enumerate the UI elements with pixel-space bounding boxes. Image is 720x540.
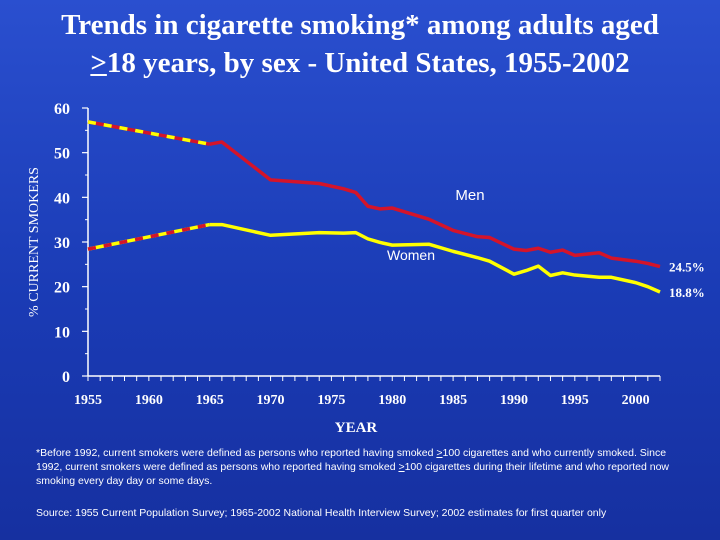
y-axis-title: % CURRENT SMOKERS: [27, 167, 42, 317]
chart-title: Trends in cigarette smoking* among adult…: [0, 6, 720, 82]
men-series-label: Men: [455, 187, 484, 204]
title-line-2: >18 years, by sex - United States, 1955-…: [0, 44, 720, 82]
x-tick-label: 1960: [135, 393, 163, 408]
footnote-part-1: *Before 1992, current smokers were defin…: [36, 447, 437, 459]
women-end-value-label: 18.8%: [669, 285, 705, 300]
women-series-line: [209, 222, 661, 294]
title-line-2-text: 18 years, by sex - United States, 1955-2…: [106, 47, 630, 79]
y-tick-label: 30: [54, 235, 70, 252]
men-series-line: [209, 140, 661, 269]
y-tick-label: 0: [62, 369, 70, 386]
men-series-early-dash: [87, 120, 211, 146]
men-end-value-label: 24.5%: [669, 260, 705, 275]
footnote-part-3: 100 cigarettes during their lifetime and…: [36, 461, 669, 487]
footnote-part-2: 100 cigarettes and who currently smoked.…: [36, 447, 667, 473]
x-tick-label: 1995: [561, 393, 589, 408]
y-tick-label: 20: [54, 280, 70, 297]
x-tick-label: 1985: [439, 393, 467, 408]
x-tick-label: 1965: [196, 393, 224, 408]
women-series-label: Women: [387, 247, 435, 263]
title-ge-symbol: >: [90, 47, 107, 79]
x-tick-label: 1970: [257, 393, 285, 408]
source-note: Source: 1955 Current Population Survey; …: [36, 507, 607, 519]
x-tick-label: 1990: [500, 393, 528, 408]
women-series-early-dash: [87, 222, 211, 251]
x-tick-label: 1980: [378, 393, 406, 408]
footnote-ge-2: >: [398, 461, 405, 473]
footnote-ge-1: >: [436, 447, 443, 459]
y-tick-label: 40: [54, 190, 70, 207]
x-tick-label: 1955: [74, 393, 102, 408]
x-tick-label: 1975: [317, 393, 345, 408]
y-tick-label: 10: [54, 324, 70, 341]
y-tick-label: 60: [54, 101, 70, 118]
footnote: *Before 1992, current smokers were defin…: [36, 446, 676, 488]
x-tick-label: 2000: [622, 393, 650, 408]
smoking-trend-chart: 0 10 20 30 40 50 60 1955 1960 1965 1970 1975 1980 198…: [27, 101, 705, 436]
title-line-1: Trends in cigarette smoking* among adult…: [61, 9, 659, 41]
y-tick-label: 50: [54, 146, 70, 163]
x-axis-title: YEAR: [335, 420, 378, 436]
